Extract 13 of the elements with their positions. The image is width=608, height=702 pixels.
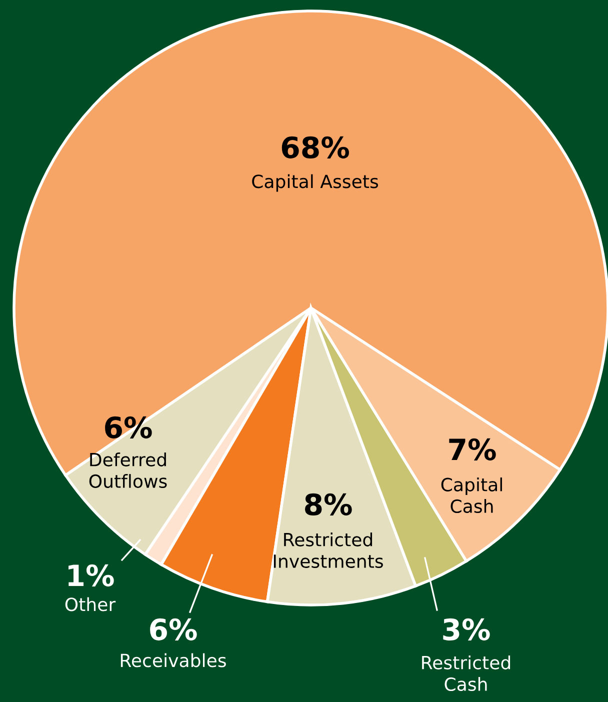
data-label: 68% xyxy=(282,136,349,158)
data-label: 1% xyxy=(68,564,114,586)
slice-label: Capital Cash xyxy=(441,477,502,514)
slice-label: Deferred Outflows xyxy=(89,452,167,488)
slice-label: Capital Assets xyxy=(252,174,378,192)
data-label: 7% xyxy=(449,438,496,460)
data-label: 6% xyxy=(150,618,197,640)
slice-label: Restricted Cash xyxy=(422,655,510,692)
slice-label: Restricted Investments xyxy=(274,532,383,568)
slice-label: Other xyxy=(65,597,116,612)
data-label: 3% xyxy=(443,618,490,640)
data-label: 8% xyxy=(305,493,352,516)
slice-label: Receivables xyxy=(120,653,226,668)
